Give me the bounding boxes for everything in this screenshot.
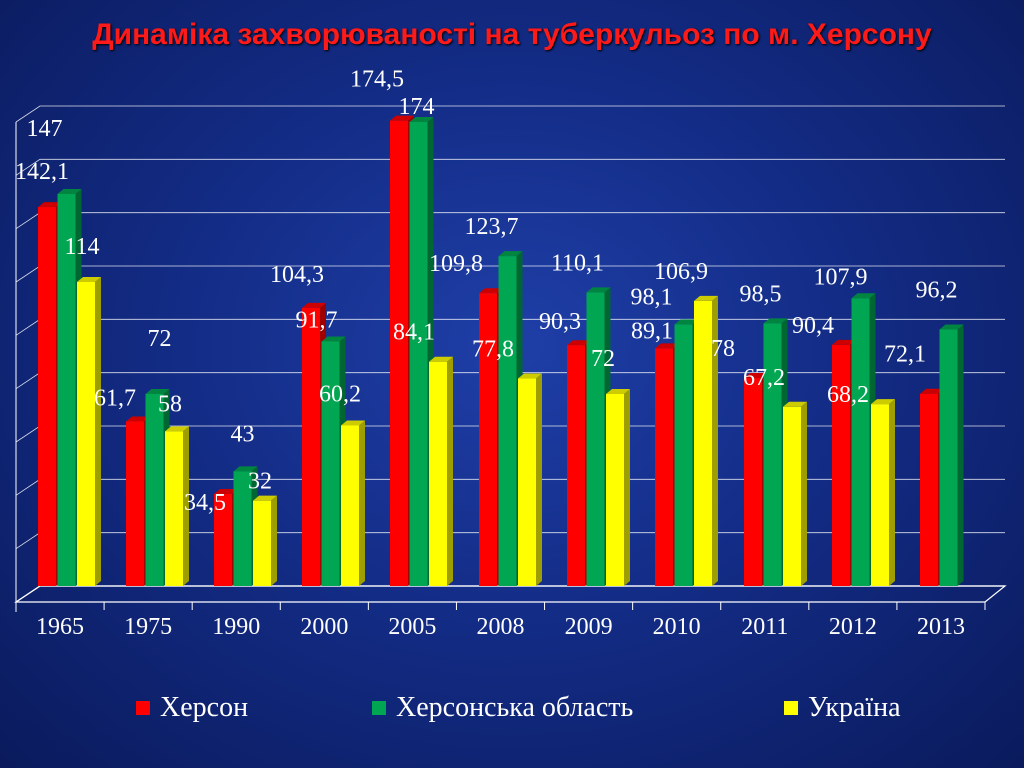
data-label: 109,8 [429, 251, 483, 277]
data-label: 114 [64, 234, 99, 260]
bar [518, 373, 542, 586]
data-label: 72 [591, 346, 615, 372]
data-label: 174 [399, 94, 435, 120]
gridline [15, 158, 1005, 176]
data-label: 89,1 [631, 318, 673, 344]
data-label: 174,5 [350, 67, 404, 93]
data-label: 34,5 [184, 490, 226, 516]
data-label: 43 [231, 421, 255, 447]
data-label: 104,3 [270, 262, 324, 288]
bar [429, 356, 453, 586]
gridline [15, 585, 1005, 603]
data-label: 58 [158, 391, 182, 417]
legend-swatch [372, 701, 386, 715]
data-label: 72 [148, 326, 172, 352]
bar [253, 495, 277, 586]
data-label: 98,5 [740, 281, 782, 307]
bar [606, 389, 630, 586]
data-label: 90,3 [539, 309, 581, 335]
data-label: 61,7 [94, 385, 136, 411]
bar [783, 401, 807, 586]
data-label: 123,7 [465, 214, 519, 240]
legend: Херсон Херсонська область Україна [0, 688, 1024, 728]
data-label: 60,2 [319, 381, 361, 407]
data-label: 147 [27, 116, 63, 142]
legend-label: Україна [808, 692, 901, 723]
x-tick-label: 1975 [124, 614, 172, 640]
chart-floor [14, 585, 1007, 603]
bar [165, 426, 189, 586]
bars [38, 115, 964, 587]
data-label: 90,4 [792, 313, 834, 339]
data-label: 91,7 [296, 307, 338, 333]
x-tick-label: 2011 [741, 614, 788, 640]
legend-label: Херсонська область [396, 692, 634, 723]
data-label: 68,2 [827, 382, 869, 408]
data-label: 67,2 [743, 365, 785, 391]
x-tick-labels: 1965 1975 1990 2000 2005 2008 2009 2010 2011 2012… [15, 602, 986, 640]
x-tick-label: 2013 [917, 614, 965, 640]
x-tick-label: 2008 [477, 614, 525, 640]
data-label: 96,2 [916, 277, 958, 303]
x-tick-label: 2012 [829, 614, 877, 640]
data-label: 98,1 [631, 284, 673, 310]
x-tick-label: 1965 [36, 614, 84, 640]
x-tick-label: 1990 [212, 614, 260, 640]
bar [341, 420, 365, 586]
data-label: 72,1 [884, 342, 926, 368]
data-label: 107,9 [814, 264, 868, 290]
data-label: 78 [711, 336, 735, 362]
x-tick-label: 2009 [565, 614, 613, 640]
legend-item: Україна [784, 688, 901, 728]
chart-title: Динаміка захворюваності на туберкульоз п… [92, 18, 932, 51]
gridline [15, 105, 1005, 123]
x-tick-label: 2000 [300, 614, 348, 640]
legend-item: Херсон [136, 688, 248, 728]
data-label: 32 [248, 469, 272, 495]
legend-swatch [784, 701, 798, 715]
bar [939, 324, 964, 586]
bar [871, 399, 895, 586]
legend-swatch [136, 701, 150, 715]
data-label: 142,1 [15, 159, 69, 185]
bar [77, 277, 101, 586]
x-tick-label: 2010 [653, 614, 701, 640]
legend-item: Херсонська область [372, 688, 633, 728]
data-label: 77,8 [472, 337, 514, 363]
data-label: 110,1 [551, 250, 604, 276]
data-labels: 142,1 147 114 61,7 72 58 34,5 43 32 104,3 91,7 60,2… [15, 67, 958, 516]
legend-label: Херсон [160, 692, 249, 723]
bar [694, 295, 718, 586]
data-label: 106,9 [654, 259, 708, 285]
x-tick-label: 2005 [388, 614, 436, 640]
bar-chart: 142,1 147 114 61,7 72 58 34,5 43 32 104,3 91,7 60,2… [14, 67, 1007, 640]
data-label: 84,1 [393, 320, 435, 346]
